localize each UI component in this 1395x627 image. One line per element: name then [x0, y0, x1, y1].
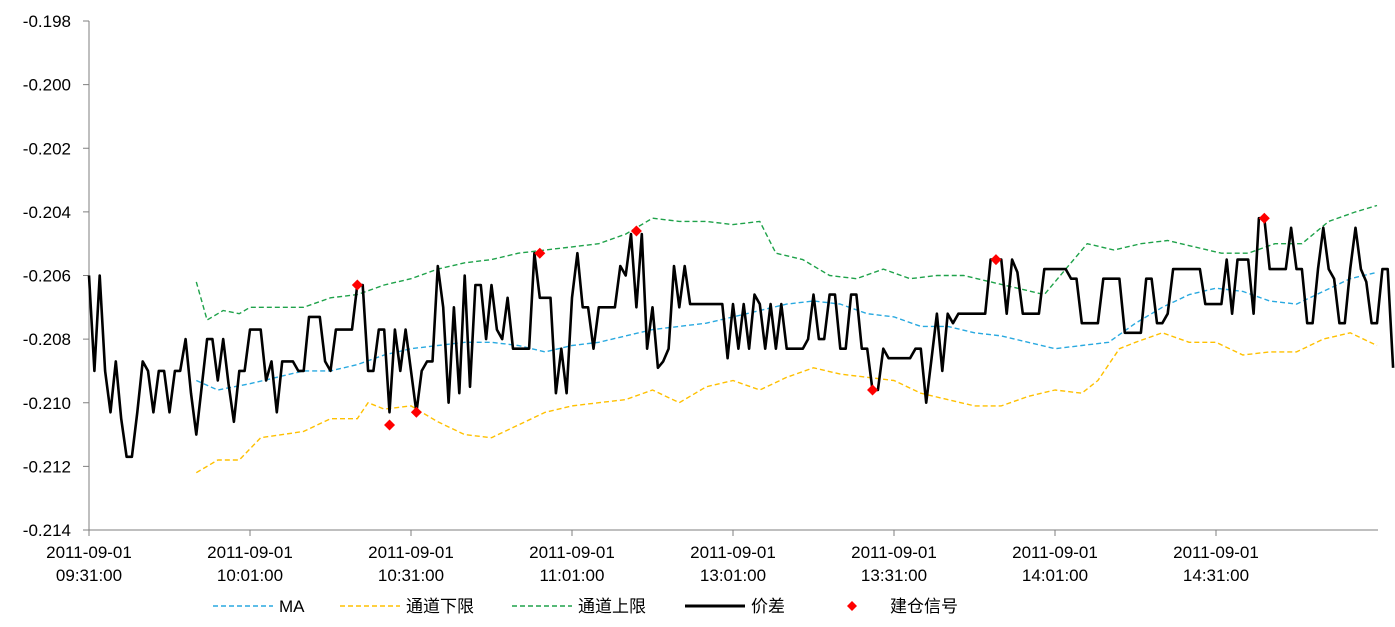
chart-series-layer: [87, 204, 1395, 474]
x-tick-label-time: 11:01:00: [540, 566, 605, 585]
y-tick-label: -0.208: [23, 330, 71, 349]
legend-item: MA: [213, 597, 305, 616]
chart-legend: MA 通道下限 通道上限 价差 建仓信号: [213, 597, 958, 616]
series-3-line: [87, 216, 1395, 459]
legend-label: 通道上限: [578, 597, 646, 616]
x-tick-label-date: 2011-09-01: [1012, 543, 1098, 562]
x-tick-label-date: 2011-09-01: [368, 543, 454, 562]
x-tick-label-time: 13:01:00: [700, 566, 766, 585]
series-2-line: [195, 204, 1378, 321]
series-0-line: [196, 271, 1378, 391]
x-tick-label-date: 2011-09-01: [46, 543, 132, 562]
y-tick-label: -0.210: [23, 394, 71, 413]
y-tick-label: -0.204: [23, 203, 71, 222]
legend-label: MA: [279, 597, 305, 616]
x-tick-label-date: 2011-09-01: [1173, 543, 1259, 562]
signal-marker: [630, 225, 642, 237]
legend-item: 通道上限: [512, 597, 646, 616]
legend-item: 价差: [685, 597, 785, 616]
y-tick-label: -0.212: [23, 457, 71, 476]
signal-marker: [384, 419, 396, 431]
signal-marker: [867, 384, 879, 396]
series-4-markers: [351, 212, 1270, 431]
x-tick-label-time: 09:31:00: [56, 566, 122, 585]
y-tick-label: -0.200: [23, 76, 71, 95]
x-tick-label-time: 13:31:00: [861, 566, 927, 585]
y-tick-label: -0.198: [23, 12, 71, 31]
signal-marker: [1258, 212, 1270, 224]
legend-label: 价差: [751, 597, 785, 616]
signal-marker: [990, 254, 1002, 266]
legend-label: 通道下限: [406, 597, 474, 616]
y-tick-label: -0.202: [23, 139, 71, 158]
x-tick-label-date: 2011-09-01: [690, 543, 776, 562]
signal-marker: [534, 247, 546, 259]
x-tick-label-time: 10:01:00: [217, 566, 283, 585]
signal-marker: [410, 406, 422, 418]
series-1-line: [195, 332, 1378, 474]
x-tick-label-date: 2011-09-01: [851, 543, 937, 562]
x-tick-label-time: 14:01:00: [1022, 566, 1088, 585]
legend-marker: [847, 601, 857, 611]
legend-item: 通道下限: [340, 597, 474, 616]
signal-marker: [351, 279, 363, 291]
x-tick-label-date: 2011-09-01: [529, 543, 615, 562]
y-tick-label: -0.214: [23, 521, 71, 540]
y-tick-label: -0.206: [23, 267, 71, 286]
x-tick-label-time: 14:31:00: [1183, 566, 1249, 585]
x-tick-label-time: 10:31:00: [378, 566, 444, 585]
chart-axes: -0.198 -0.200 -0.202 -0.204 -0.206 -0.208 -0.2…: [23, 12, 1378, 585]
legend-item: 建仓信号: [847, 597, 958, 616]
legend-label: 建仓信号: [890, 597, 958, 616]
x-tick-label-date: 2011-09-01: [207, 543, 293, 562]
